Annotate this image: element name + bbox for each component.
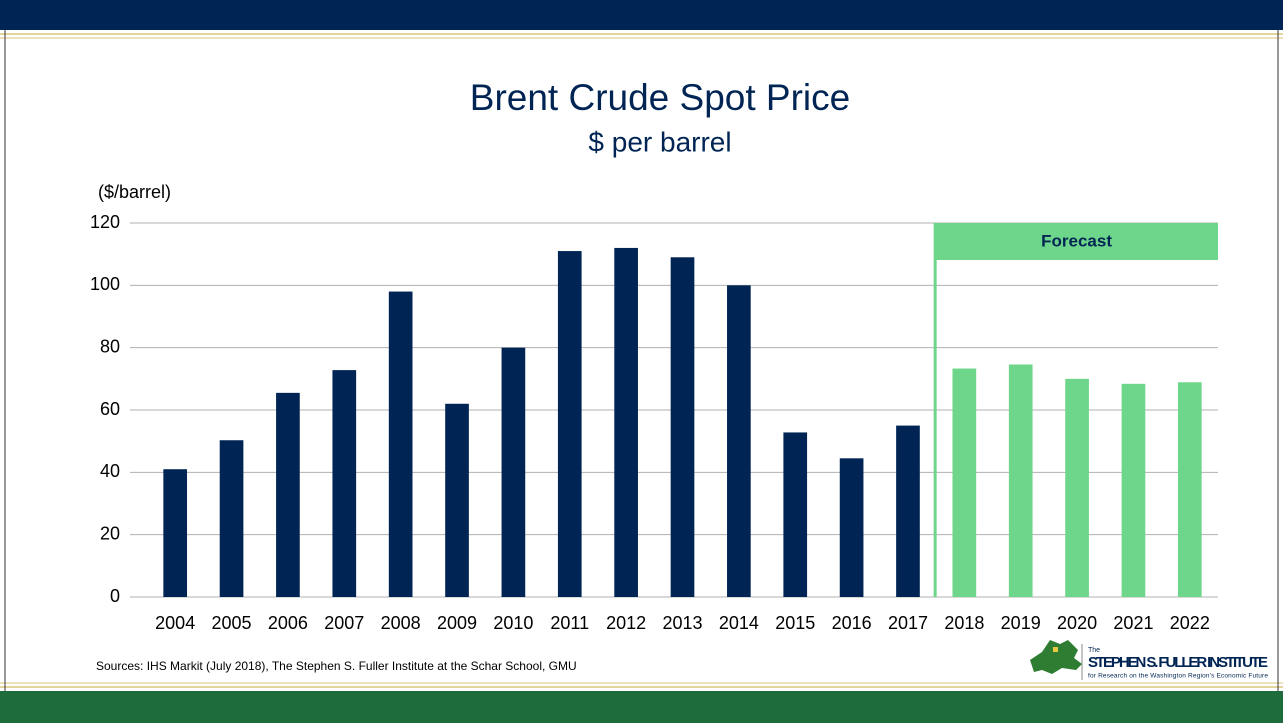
x-tick-label: 2014 xyxy=(719,613,759,633)
bar xyxy=(219,440,244,597)
y-tick-label: 40 xyxy=(100,461,120,481)
x-tick-label: 2018 xyxy=(944,613,984,633)
x-tick-label: 2013 xyxy=(662,613,702,633)
x-tick-label: 2006 xyxy=(268,613,308,633)
y-tick-label: 60 xyxy=(100,399,120,419)
x-tick-label: 2007 xyxy=(324,613,364,633)
bar xyxy=(163,469,188,597)
x-tick-label: 2009 xyxy=(437,613,477,633)
x-tick-label: 2017 xyxy=(888,613,928,633)
bar xyxy=(839,458,864,597)
bar xyxy=(445,403,469,597)
bar xyxy=(783,432,808,597)
x-tick-label: 2019 xyxy=(1001,613,1041,633)
bar xyxy=(501,347,526,597)
bar xyxy=(727,285,751,597)
bar xyxy=(614,247,638,597)
y-axis-label: ($/barrel) xyxy=(98,182,171,202)
bar xyxy=(896,425,920,597)
source: Sources: IHS Markit (July 2018), The Ste… xyxy=(96,659,577,673)
bar xyxy=(276,392,300,597)
y-tick-label: 120 xyxy=(90,212,120,232)
bottom-band xyxy=(0,691,1283,723)
bar xyxy=(670,257,695,597)
x-tick-label: 2011 xyxy=(550,613,589,633)
forecast-label: Forecast xyxy=(1041,231,1112,250)
x-tick-label: 2020 xyxy=(1057,613,1097,633)
y-tick-label: 20 xyxy=(100,523,120,543)
x-tick-label: 2004 xyxy=(155,613,195,633)
x-tick-label: 2016 xyxy=(832,613,872,633)
y-tick-label: 100 xyxy=(90,274,120,294)
logo-tagline: for Research on the Washington Region's … xyxy=(1088,673,1268,680)
x-tick-label: 2015 xyxy=(775,613,815,633)
logo-dot xyxy=(1053,647,1058,652)
bar xyxy=(1177,382,1202,597)
bar xyxy=(1008,364,1033,597)
top-band xyxy=(0,0,1283,30)
y-tick-label: 80 xyxy=(100,336,120,356)
x-tick-label: 2005 xyxy=(212,613,252,633)
bar xyxy=(557,251,582,598)
bar xyxy=(332,370,357,597)
x-tick-label: 2022 xyxy=(1170,613,1210,633)
chart-title: Brent Crude Spot Price xyxy=(470,77,850,118)
x-tick-label: 2012 xyxy=(606,613,646,633)
logo-name: STEPHEN S. FULLER INSTITUTE xyxy=(1088,654,1268,671)
logo-small: The xyxy=(1088,647,1100,654)
x-tick-label: 2021 xyxy=(1113,613,1153,633)
bar xyxy=(1065,378,1089,597)
bar xyxy=(388,291,413,597)
bar xyxy=(952,368,977,597)
bar xyxy=(1121,383,1146,597)
x-tick-label: 2008 xyxy=(381,613,421,633)
x-tick-label: 2010 xyxy=(493,613,533,633)
y-tick-label: 0 xyxy=(110,586,120,606)
forecast-band xyxy=(935,223,1218,260)
logo-icon xyxy=(1030,640,1082,674)
chart-subtitle: $ per barrel xyxy=(588,126,731,157)
